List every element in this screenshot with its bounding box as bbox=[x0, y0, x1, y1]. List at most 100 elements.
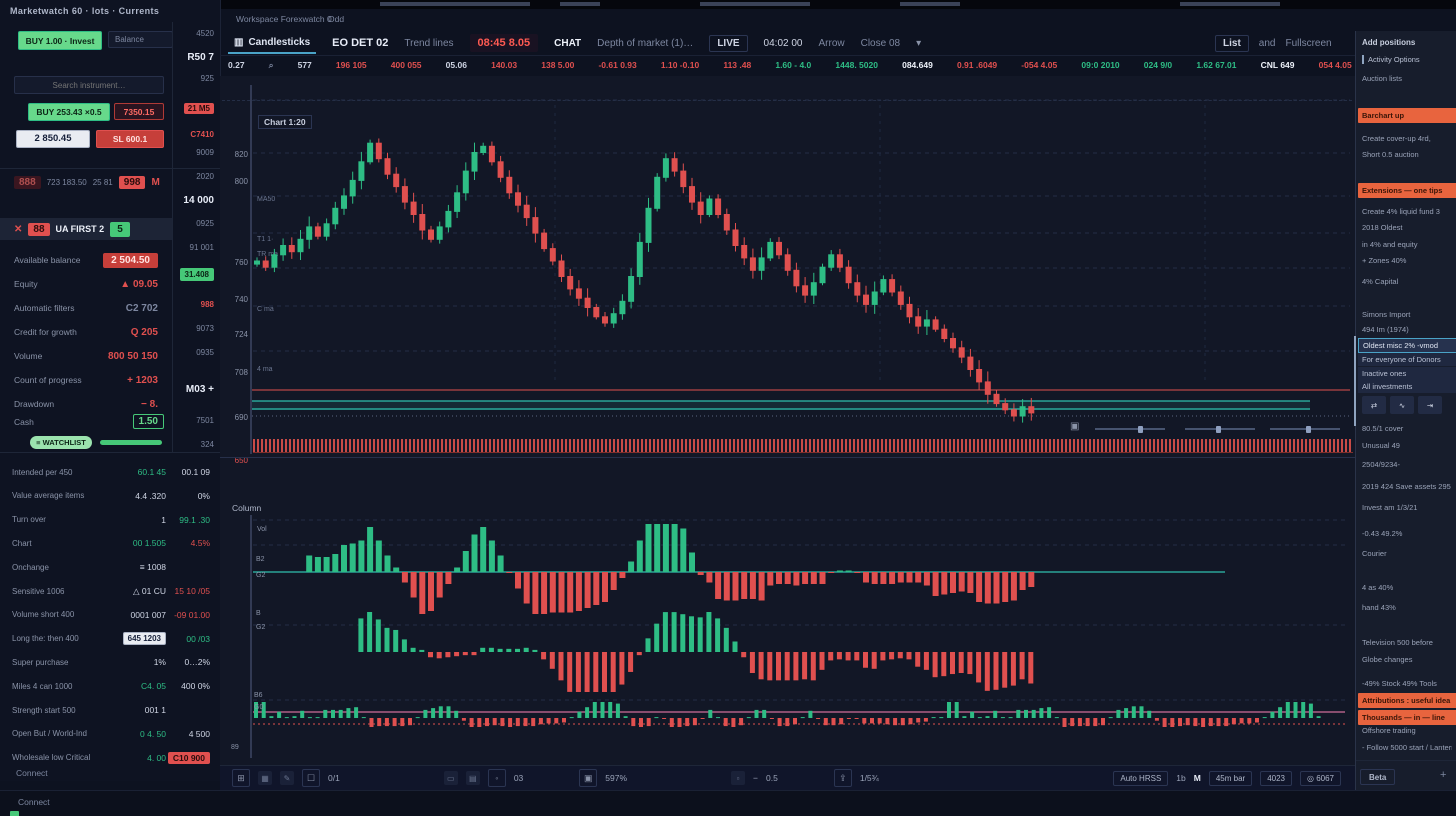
bottombar-value[interactable]: 03 bbox=[513, 773, 524, 783]
ticker-value[interactable]: 140.03 bbox=[491, 60, 518, 70]
rightbar-item[interactable]: -49% Stock 49% Tools bbox=[1362, 679, 1437, 688]
bottombar-value[interactable]: 0.5 bbox=[766, 773, 778, 783]
order-buy-button[interactable]: BUY 253.43 ×0.5 bbox=[28, 103, 110, 121]
table-row[interactable]: Intended per 450 60.1 45 00.1 09 bbox=[12, 461, 210, 483]
bottombar-icon[interactable]: ◦ bbox=[487, 769, 506, 787]
rightbar-item[interactable]: 2504/9234- bbox=[1362, 460, 1400, 469]
stop-loss-button[interactable]: SL 600.1 bbox=[96, 130, 164, 148]
toolbar-item[interactable]: CHAT bbox=[554, 37, 582, 49]
table-row[interactable]: Volume short 400 0001 007 -09 01.00 bbox=[12, 604, 210, 626]
menu-right-label[interactable]: Odd bbox=[328, 14, 345, 24]
ticker-value[interactable]: -0.61 0.93 bbox=[598, 60, 637, 70]
watchlist-button[interactable]: ≡ WATCHLIST bbox=[30, 436, 92, 449]
bottombar-value[interactable]: − bbox=[753, 773, 759, 783]
rightbar-item[interactable]: All investments bbox=[1358, 380, 1456, 393]
rightbar-item[interactable]: Courier bbox=[1362, 549, 1387, 558]
rightbar-item[interactable]: -0.43 49.2% bbox=[1362, 529, 1403, 538]
ticker-value[interactable]: 05.06 bbox=[445, 60, 467, 70]
candlestick-chart[interactable] bbox=[250, 80, 1355, 458]
rightbar-item[interactable]: 4% Capital bbox=[1362, 277, 1399, 286]
toolbar-item[interactable]: ▾ bbox=[916, 37, 922, 49]
mini-slider[interactable] bbox=[1270, 428, 1340, 430]
bottombar-icon[interactable]: ✎ bbox=[280, 771, 294, 785]
equalizer-icon[interactable]: ∿ bbox=[1390, 396, 1414, 414]
table-row[interactable]: Value average items 4.4 .320 0% bbox=[12, 485, 210, 507]
toolbar-item[interactable]: LIVE bbox=[709, 34, 748, 52]
bottombar-button[interactable]: Auto HRSS bbox=[1113, 770, 1169, 786]
table-row[interactable]: Strength start 500 001 1 bbox=[12, 699, 210, 721]
rightbar-item[interactable]: Globe changes bbox=[1362, 655, 1413, 664]
ticker-value[interactable]: 1.10 -0.10 bbox=[660, 60, 700, 70]
ticker-value[interactable]: 1448. 5020 bbox=[835, 60, 878, 70]
ticker-value[interactable]: 1.60 - 4.0 bbox=[775, 60, 812, 70]
toolbar-item[interactable]: Trend lines bbox=[404, 37, 454, 49]
mini-slider-handle[interactable] bbox=[1306, 426, 1311, 433]
rightbar-item[interactable]: 2019 424 Save assets 295 bbox=[1362, 482, 1451, 491]
rightbar-item[interactable]: Unusual 49 bbox=[1362, 441, 1400, 450]
rightbar-item[interactable]: Television 500 before bbox=[1362, 638, 1433, 647]
indicator-panels[interactable] bbox=[250, 460, 1355, 760]
table-row[interactable]: Onchange ≡ 1008 bbox=[12, 556, 210, 578]
orders-summary-row[interactable]: 888 723 183.50 25 81 998 M bbox=[14, 176, 160, 189]
toolbar-item[interactable]: Depth of market (1)… bbox=[597, 37, 694, 49]
rightbar-item[interactable]: 2018 Oldest bbox=[1362, 223, 1403, 232]
close-position-icon[interactable]: ✕ bbox=[14, 223, 23, 235]
bottombar-icon[interactable]: ⇪ bbox=[833, 769, 852, 787]
rightbar-item[interactable]: Create 4% liquid fund 3 bbox=[1362, 207, 1440, 216]
rightbar-item[interactable]: - Follow 5000 start / Lantern bbox=[1362, 743, 1452, 752]
bottombar-value[interactable]: 0/1 bbox=[328, 773, 340, 783]
snapshot-icon[interactable]: ▣ bbox=[1070, 421, 1080, 432]
rightbar-item[interactable]: Offshore trading bbox=[1362, 726, 1416, 735]
table-row[interactable]: Miles 4 can 1000 C4. 05 400 0% bbox=[12, 675, 210, 697]
rightbar-item[interactable]: 4 as 40% bbox=[1362, 583, 1394, 592]
position-row-selected[interactable]: ✕ 88 UA FIRST 2 5 bbox=[0, 218, 172, 240]
ticker-value[interactable]: CNL 649 bbox=[1260, 60, 1295, 70]
toolbar-item[interactable]: 08:45 8.05 bbox=[469, 34, 539, 52]
table-row[interactable]: Turn over 1 99.1 .30 bbox=[12, 509, 210, 531]
rightbar-item[interactable]: in 4% and equity bbox=[1362, 240, 1418, 249]
rightbar-item[interactable]: + Zones 40% bbox=[1362, 256, 1407, 265]
rightbar-item[interactable]: Simons Import bbox=[1362, 310, 1411, 319]
bottombar-icon[interactable]: ▦ bbox=[258, 771, 272, 785]
rightbar-item[interactable]: 80.5/1 cover bbox=[1362, 424, 1404, 433]
search-icon[interactable]: ⌕ bbox=[268, 59, 274, 70]
subcolumn-value[interactable]: 31.408 bbox=[179, 268, 214, 281]
toolbar-right-item[interactable]: List bbox=[1215, 35, 1249, 52]
search-input[interactable] bbox=[14, 76, 164, 94]
rightbar-item[interactable]: Extensions — one tips bbox=[1358, 183, 1456, 198]
table-row[interactable]: Long the: then 400 645 1203 00 /03 bbox=[12, 628, 210, 650]
buy-invest-button[interactable]: BUY 1.00 · Invest bbox=[18, 31, 102, 50]
tab-candlesticks[interactable]: ▥ Candlesticks bbox=[228, 33, 317, 54]
ticker-value[interactable]: 024 9/0 bbox=[1143, 60, 1173, 70]
bottombar-button[interactable]: ◎ 6067 bbox=[1300, 770, 1341, 786]
table-row[interactable]: Super purchase 1% 0…2% bbox=[12, 651, 210, 673]
toolbar-item[interactable]: Arrow bbox=[818, 37, 845, 49]
table-row[interactable]: Sensitive 1006 △ 01 CU 15 10 /05 bbox=[12, 580, 210, 602]
ticker-value[interactable]: 084.649 bbox=[902, 60, 933, 70]
rightbar-item[interactable]: Activity Options bbox=[1362, 55, 1456, 64]
bottombar-icon[interactable]: ▤ bbox=[465, 771, 480, 785]
rightbar-item[interactable]: Invest am 1/3/21 bbox=[1362, 503, 1418, 512]
order-sell-price[interactable]: 7350.15 bbox=[114, 103, 164, 120]
rightbar-item[interactable]: 494 Im (1974) bbox=[1362, 325, 1409, 334]
rightbar-item[interactable]: hand 43% bbox=[1362, 603, 1396, 612]
toolbar-item[interactable]: Close 08 bbox=[860, 37, 901, 49]
balance-field[interactable]: Balance bbox=[108, 31, 173, 48]
rightbar-item[interactable]: Oldest misc 2% -vmod bbox=[1358, 338, 1456, 353]
bottombar-value[interactable]: 1/5¾ bbox=[859, 773, 879, 783]
rightbar-item[interactable]: Thousands — in — line bbox=[1358, 710, 1456, 725]
rightbar-item[interactable]: Inactive ones bbox=[1358, 367, 1456, 380]
ticker-value[interactable]: 09:0 2010 bbox=[1081, 60, 1120, 70]
ticker-value[interactable]: 0.91 .6049 bbox=[956, 60, 998, 70]
rightbar-item[interactable]: Attributions : useful idea bbox=[1358, 693, 1456, 708]
ticker-value[interactable]: 400 055 bbox=[390, 60, 422, 70]
bottombar-icon[interactable]: ▭ bbox=[443, 771, 458, 785]
footer-connect-label[interactable]: Connect bbox=[18, 797, 50, 807]
ticker-value[interactable]: 138 5.00 bbox=[541, 60, 575, 70]
bottombar-value[interactable]: M bbox=[1193, 773, 1201, 783]
bottombar-value[interactable]: 1b bbox=[1176, 773, 1186, 783]
rightbar-item[interactable]: Barchart up bbox=[1358, 108, 1456, 123]
rightbar-item[interactable]: Create cover-up 4rd, bbox=[1362, 134, 1431, 143]
add-panel-button[interactable]: + bbox=[1440, 769, 1447, 781]
rightbar-item[interactable]: For everyone of Donors bbox=[1358, 353, 1456, 366]
